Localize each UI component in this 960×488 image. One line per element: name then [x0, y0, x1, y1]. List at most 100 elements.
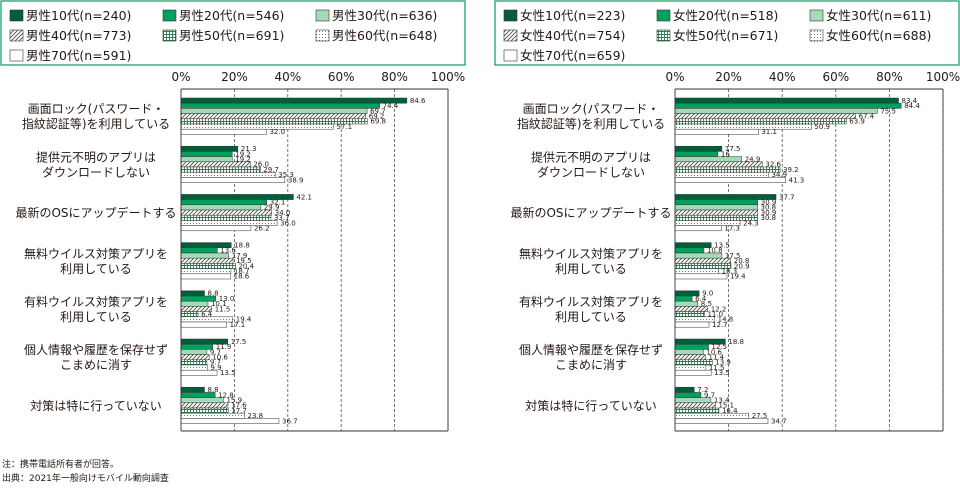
bar — [674, 311, 705, 318]
bar — [180, 392, 216, 398]
data-label: 75.5 — [880, 107, 896, 115]
category-label: 無料ウイルス対策アプリを — [24, 246, 168, 261]
category-label: 利用している — [60, 310, 132, 324]
legend-label: 男性40代(n=773) — [26, 28, 131, 43]
bar — [674, 407, 720, 414]
data-label: 6.4 — [695, 295, 707, 303]
bar — [180, 171, 276, 178]
category-label: 利用している — [555, 310, 627, 324]
legend-box — [494, 0, 960, 66]
legend-label: 女性40代(n=754) — [520, 28, 625, 43]
bar — [180, 349, 208, 355]
data-label: 11.9 — [216, 343, 232, 351]
bar — [674, 316, 715, 323]
x-tick-label: 40% — [769, 70, 796, 84]
legend-label: 男性20代(n=546) — [179, 8, 284, 23]
data-label: 32.0 — [269, 128, 285, 136]
legend-swatch — [503, 29, 518, 42]
data-label: 83.4 — [902, 97, 918, 105]
legend-label: 男性50代(n=691) — [179, 28, 284, 43]
bar — [180, 316, 234, 323]
data-label: 29.7 — [263, 166, 279, 174]
data-label: 18.8 — [728, 338, 744, 346]
bar — [674, 123, 812, 130]
data-label: 16.4 — [722, 407, 738, 415]
category-label: 指紋認証等)を利用している — [517, 116, 665, 131]
data-label: 16.3 — [722, 268, 738, 276]
category-label: 個人情報や履歴を保存せず — [519, 343, 663, 357]
bar — [180, 156, 233, 163]
category-label: ダウンロードしない — [42, 164, 150, 179]
bar — [674, 412, 749, 419]
legend-label: 女性50代(n=671) — [673, 28, 778, 43]
bar — [180, 386, 205, 393]
bar — [674, 247, 705, 254]
bar — [180, 311, 199, 318]
bar — [180, 290, 205, 297]
legend-swatch — [809, 9, 824, 22]
legend-label: 女性20代(n=518) — [673, 8, 778, 23]
bar — [674, 418, 769, 424]
data-label: 15.1 — [718, 402, 734, 410]
category-label: 画面ロック(パスワード・ — [523, 102, 660, 116]
category-label: 無料ウイルス対策アプリを — [519, 246, 663, 261]
bar — [180, 402, 229, 409]
data-label: 7.2 — [697, 386, 708, 394]
bar — [674, 166, 781, 173]
data-label: 12.8 — [218, 391, 234, 399]
bar — [674, 397, 712, 404]
data-label: 29.9 — [264, 204, 280, 212]
data-label: 39.2 — [783, 166, 799, 174]
bar — [180, 300, 209, 307]
chart-panel-female: 女性10代(n=223) 女性20代(n=518) 女性30代(n=611) 女性40… — [494, 0, 960, 432]
data-label: 15.9 — [226, 397, 242, 405]
data-label: 10.8 — [707, 247, 723, 255]
data-label: 9.7 — [704, 391, 715, 399]
data-label: 69.8 — [370, 118, 386, 126]
data-label: 74.4 — [383, 102, 399, 110]
bar — [180, 123, 334, 130]
legend-swatch — [656, 29, 671, 42]
category-label: 指紋認証等)を利用している — [22, 116, 170, 131]
category-label: ダウンロードしない — [537, 164, 645, 179]
data-label: 13.5 — [714, 369, 730, 377]
data-label: 17.1 — [230, 321, 246, 329]
bar — [180, 177, 286, 183]
category-label: 対策は特に行っていない — [525, 398, 656, 413]
bar — [674, 128, 759, 135]
data-label: 34.9 — [772, 171, 788, 179]
data-label: 10.6 — [706, 348, 722, 356]
data-label: 69.2 — [369, 113, 385, 121]
bar — [674, 242, 712, 249]
data-label: 10.6 — [212, 354, 228, 362]
data-label: 9.0 — [702, 290, 713, 298]
bar — [180, 412, 245, 419]
bar — [180, 214, 272, 221]
bar — [674, 161, 763, 168]
category-label: 最新のOSにアップデートする — [15, 205, 176, 220]
legend-swatch — [9, 29, 24, 42]
data-label: 8.8 — [207, 386, 218, 394]
bar — [180, 263, 236, 269]
data-label: 12.7 — [712, 321, 728, 329]
data-label: 13.5 — [220, 369, 236, 377]
data-label: 27.5 — [752, 412, 768, 420]
bar — [180, 113, 367, 120]
category-label: こまめに消す — [555, 358, 627, 372]
bar — [180, 397, 224, 404]
bar — [180, 369, 218, 376]
bar — [674, 102, 902, 109]
bar — [180, 257, 234, 264]
category-label: 対策は特に行っていない — [30, 398, 161, 413]
data-label: 13.4 — [714, 397, 730, 405]
bar — [674, 295, 693, 302]
legend-box — [0, 0, 466, 66]
bar — [180, 247, 218, 254]
legend-label: 女性60代(n=688) — [826, 28, 931, 43]
legend-swatch — [503, 49, 518, 62]
x-tick-label: 100% — [926, 70, 960, 84]
footnote-source: 出典：2021年一般向けモバイル動向調査 — [2, 474, 169, 484]
bar — [180, 364, 208, 371]
data-label: 19.5 — [236, 257, 252, 265]
x-tick-label: 60% — [328, 70, 355, 84]
